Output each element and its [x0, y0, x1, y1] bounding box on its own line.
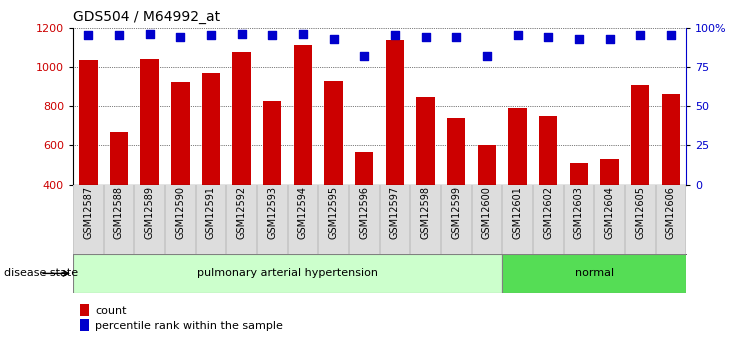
Bar [80, 319, 89, 331]
Bar [80, 304, 89, 316]
Text: percentile rank within the sample: percentile rank within the sample [95, 321, 283, 331]
Text: GSM12596: GSM12596 [359, 186, 369, 239]
Point [542, 34, 554, 40]
Point [481, 53, 493, 59]
Point [174, 34, 186, 40]
Bar [447, 118, 466, 185]
Text: GSM12604: GSM12604 [604, 186, 615, 239]
Point [266, 33, 278, 38]
Text: GSM12601: GSM12601 [512, 186, 523, 239]
Bar [385, 40, 404, 185]
Bar [502, 254, 686, 293]
Text: GSM12589: GSM12589 [145, 186, 155, 239]
Text: GSM12593: GSM12593 [267, 186, 277, 239]
Point [389, 33, 401, 38]
Point [450, 34, 462, 40]
Point [297, 31, 309, 37]
Point [358, 53, 370, 59]
Text: GSM12606: GSM12606 [666, 186, 676, 239]
Text: pulmonary arterial hypertension: pulmonary arterial hypertension [197, 268, 378, 278]
Point [82, 33, 94, 38]
Bar [79, 60, 98, 185]
Bar [263, 101, 282, 185]
Bar [73, 254, 502, 293]
Text: count: count [95, 306, 126, 315]
Point [573, 36, 585, 41]
Text: GSM12598: GSM12598 [420, 186, 431, 239]
Bar [140, 59, 159, 185]
Text: GSM12595: GSM12595 [328, 186, 339, 239]
Text: GSM12592: GSM12592 [237, 186, 247, 239]
Text: GSM12600: GSM12600 [482, 186, 492, 239]
Bar [324, 81, 343, 185]
Point [604, 36, 615, 41]
Bar [293, 45, 312, 185]
Bar [110, 131, 128, 185]
Bar [539, 116, 558, 185]
Bar [171, 81, 190, 185]
Text: GSM12591: GSM12591 [206, 186, 216, 239]
Bar [631, 85, 650, 185]
Point [113, 33, 125, 38]
Bar [661, 94, 680, 185]
Bar [232, 52, 251, 185]
Point [512, 33, 523, 38]
Point [665, 33, 677, 38]
Bar [201, 73, 220, 185]
Point [205, 33, 217, 38]
Text: GSM12602: GSM12602 [543, 186, 553, 239]
Bar [477, 145, 496, 185]
Point [634, 33, 646, 38]
Text: normal: normal [575, 268, 614, 278]
Bar [355, 152, 374, 185]
Text: GSM12594: GSM12594 [298, 186, 308, 239]
Text: GSM12599: GSM12599 [451, 186, 461, 239]
Point [144, 31, 155, 37]
Point [328, 36, 339, 41]
Text: GSM12603: GSM12603 [574, 186, 584, 239]
Text: GSM12588: GSM12588 [114, 186, 124, 239]
Text: disease state: disease state [4, 268, 78, 278]
Text: GSM12587: GSM12587 [83, 186, 93, 239]
Bar [508, 108, 527, 185]
Text: GDS504 / M64992_at: GDS504 / M64992_at [73, 10, 220, 24]
Point [420, 34, 431, 40]
Text: GSM12605: GSM12605 [635, 186, 645, 239]
Bar [569, 163, 588, 185]
Bar [600, 159, 619, 185]
Bar [416, 97, 435, 185]
Text: GSM12597: GSM12597 [390, 186, 400, 239]
Point [236, 31, 247, 37]
Text: GSM12590: GSM12590 [175, 186, 185, 239]
